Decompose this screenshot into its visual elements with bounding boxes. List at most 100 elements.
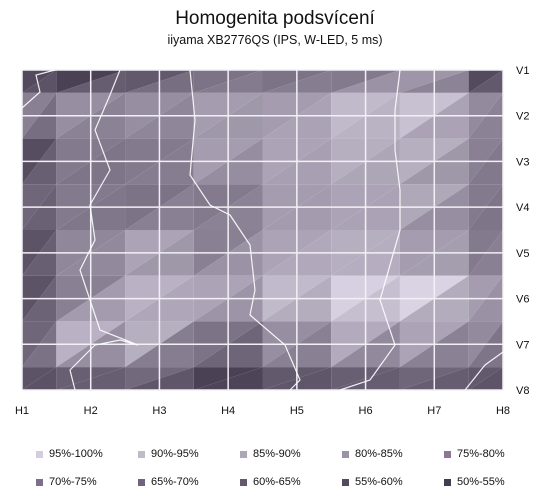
heatmap-cell-6-1-b	[22, 275, 57, 322]
heatmap-cell-4-7-b	[399, 184, 469, 230]
legend-item: 55%-60%	[336, 476, 438, 488]
heatmap-cell-4-8-b	[468, 184, 503, 230]
heatmap-cell-3-6-b	[331, 138, 400, 185]
heatmap-cell-7-8-b	[468, 321, 503, 368]
heatmap-cell-1-4-a	[193, 70, 263, 93]
x-tick-H7: H7	[427, 405, 441, 417]
contour-line-3	[189, 69, 301, 391]
heatmap-cell-7-4-b	[193, 321, 263, 368]
heatmap-cell-6-7-b	[399, 275, 469, 322]
heatmap-cell-6-2-b	[56, 275, 126, 322]
heatmap-cell-8-8-b	[468, 367, 503, 390]
heatmap-cell-3-4-b	[193, 138, 263, 185]
legend: 95%-100% 90%-95% 85%-90% 80%-85% 75%-80% 70%-…	[30, 440, 540, 496]
y-tick-V5: V5	[516, 248, 529, 260]
heatmap-cell-5-1-a	[22, 230, 57, 276]
heatmap-cell-2-3-b	[125, 92, 194, 139]
heatmap-cell-1-1-b	[22, 70, 57, 93]
heatmap-cell-1-5-a	[262, 70, 332, 93]
heatmap-cell-6-3-b	[125, 275, 194, 322]
legend-swatch	[342, 478, 349, 486]
legend-label: 80%-85%	[355, 448, 403, 460]
legend-item: 75%-80%	[438, 448, 540, 460]
heatmap-cell-3-8-b	[468, 138, 503, 185]
legend-item: 85%-90%	[234, 448, 336, 460]
x-tick-H4: H4	[221, 405, 235, 417]
heatmap-cell-4-6-b	[331, 184, 400, 230]
heatmap-cell-7-2-b	[56, 321, 126, 368]
heatmap-cell-4-5-b	[262, 184, 332, 230]
heatmap-cell-5-6-b	[331, 230, 400, 276]
chart-title: Homogenita podsvícení	[175, 8, 375, 29]
heatmap-cell-8-1-b	[22, 367, 57, 390]
legend-swatch	[240, 450, 247, 458]
legend-swatch	[138, 450, 145, 458]
y-tick-V2: V2	[516, 111, 529, 123]
x-tick-H5: H5	[290, 405, 304, 417]
legend-label: 65%-70%	[151, 476, 199, 488]
y-tick-V3: V3	[516, 156, 529, 168]
legend-label: 75%-80%	[457, 448, 505, 460]
heatmap-cell-5-4-b	[193, 230, 263, 276]
heatmap-cell-3-1-a	[22, 138, 57, 185]
heatmap-cell-4-2-b	[56, 184, 126, 230]
heatmap-cell-4-4-b	[193, 184, 263, 230]
heatmap-cell-1-6-b	[331, 70, 400, 93]
legend-item: 80%-85%	[336, 448, 438, 460]
legend-swatch	[444, 478, 451, 486]
heatmap-cell-1-8-b	[468, 70, 503, 93]
heatmap-cell-7-6-b	[331, 321, 400, 368]
heatmap-cell-2-2-b	[56, 92, 126, 139]
legend-swatch	[240, 478, 247, 486]
heatmap-cell-8-2-b	[56, 367, 126, 390]
heatmap-cell-4-3-b	[125, 184, 194, 230]
heatmap-cell-1-8-a	[468, 70, 503, 93]
heatmap-cell-2-4-b	[193, 92, 263, 139]
x-tick-H6: H6	[359, 405, 373, 417]
y-tick-V7: V7	[516, 339, 529, 351]
contour-line-4	[339, 69, 401, 391]
legend-swatch	[36, 478, 43, 486]
legend-label: 50%-55%	[457, 476, 505, 488]
heatmap-cell-2-8-b	[468, 92, 503, 139]
legend-label: 55%-60%	[355, 476, 403, 488]
y-tick-V6: V6	[516, 294, 529, 306]
heatmap-cell-8-8-a	[468, 367, 503, 390]
legend-item: 70%-75%	[30, 476, 132, 488]
heatmap-cell-2-5-b	[262, 92, 332, 139]
heatmap-chart: H1 H2 H3 H4 H5 H6 H7 H8 V1 V2 V3 V4 V5 V6 V7 V8	[15, 65, 530, 417]
heatmap-cell-1-7-a	[399, 70, 469, 93]
legend-row: 70%-75% 65%-70% 60%-65% 55%-60% 50%-55%	[30, 468, 540, 496]
heatmap-cell-8-6-b	[331, 367, 400, 390]
heatmap-cell-2-6-b	[331, 92, 400, 139]
legend-label: 70%-75%	[49, 476, 97, 488]
contour-line-2	[69, 69, 139, 391]
legend-label: 90%-95%	[151, 448, 199, 460]
heatmap-cell-8-7-b	[399, 367, 469, 390]
legend-swatch	[138, 478, 145, 486]
x-tick-H1: H1	[15, 405, 29, 417]
heatmap-cell-6-5-b	[262, 275, 332, 322]
legend-item: 95%-100%	[30, 448, 132, 460]
chart-subtitle: iiyama XB2776QS (IPS, W-LED, 5 ms)	[167, 33, 383, 47]
legend-swatch	[36, 450, 43, 458]
heatmap-cell-8-1-a	[22, 367, 57, 390]
heatmap-cell-7-1-a	[22, 321, 57, 368]
heatmap-cell-8-3-b	[125, 367, 194, 390]
heatmap-cell-1-3-a	[125, 70, 194, 93]
legend-swatch	[342, 450, 349, 458]
x-tick-H2: H2	[84, 405, 98, 417]
heatmap-cell-5-8-b	[468, 230, 503, 276]
legend-row: 95%-100% 90%-95% 85%-90% 80%-85% 75%-80%	[30, 440, 540, 468]
heatmap-cell-6-8-b	[468, 275, 503, 322]
legend-item: 65%-70%	[132, 476, 234, 488]
x-tick-H8: H8	[496, 405, 510, 417]
heatmap-cell-5-2-b	[56, 230, 126, 276]
x-tick-H3: H3	[152, 405, 166, 417]
heatmap-cell-6-4-b	[193, 275, 263, 322]
legend-label: 95%-100%	[49, 448, 103, 460]
legend-item: 60%-65%	[234, 476, 336, 488]
heatmap-cell-2-1-b	[22, 92, 57, 139]
legend-label: 60%-65%	[253, 476, 301, 488]
legend-swatch	[444, 450, 451, 458]
